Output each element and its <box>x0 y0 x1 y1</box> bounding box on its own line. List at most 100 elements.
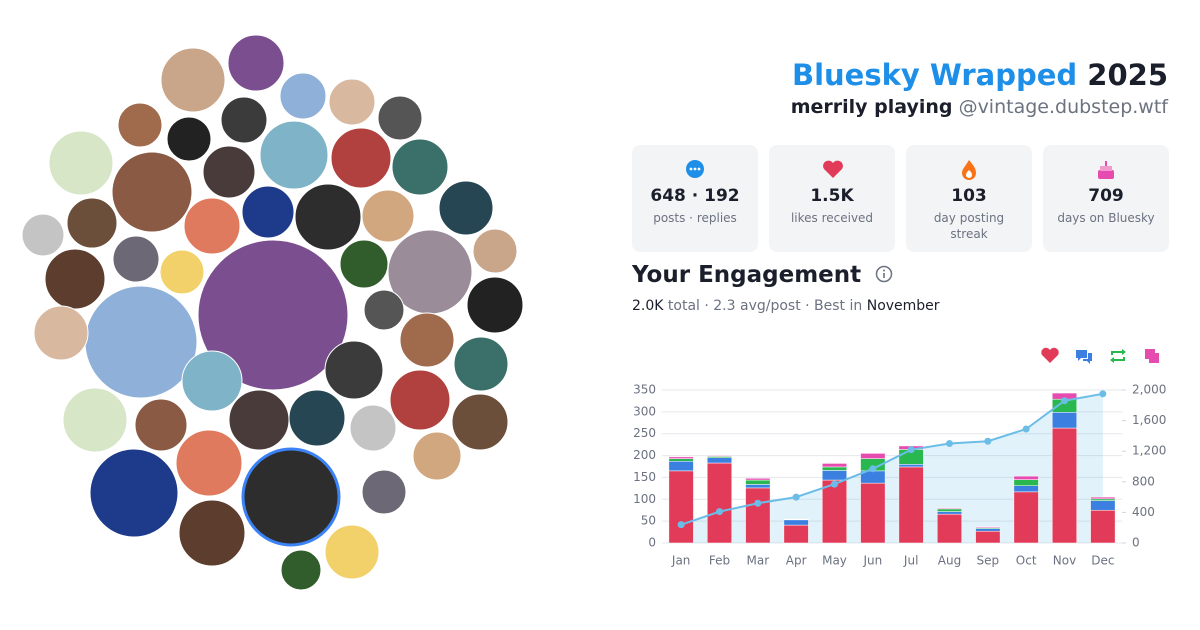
avatar <box>399 312 455 368</box>
bar-segment <box>821 479 848 544</box>
bar-segment <box>936 508 963 512</box>
avatar <box>328 78 376 126</box>
x-tick-label: Apr <box>786 554 807 568</box>
x-tick-label: Mar <box>747 554 770 568</box>
y2-tick-label: 400 <box>1132 505 1155 519</box>
bar-segment <box>668 458 694 462</box>
avatar <box>178 499 246 567</box>
profile: merrily playing @vintage.dubstep.wtf <box>791 96 1168 118</box>
icon <box>1098 161 1114 179</box>
avatar <box>181 350 243 412</box>
avatar <box>294 183 362 251</box>
avatar <box>160 47 226 113</box>
avatar <box>324 524 380 580</box>
engagement-chart: 0 50 100 150 200 250 300 350 0 400 800 1,200 1,600 2,… <box>633 347 1166 568</box>
avatar <box>363 289 405 331</box>
avatar <box>438 180 494 236</box>
bar-segment <box>745 484 771 489</box>
bar-segment <box>745 478 771 481</box>
stat-value: 648 · 192 <box>650 186 740 206</box>
bar-segment <box>1090 496 1116 500</box>
avatar <box>377 95 423 141</box>
total: 2.0K <box>632 298 664 314</box>
avatar <box>117 102 163 148</box>
stat-label: likes received <box>790 211 874 225</box>
bar-segment <box>936 511 963 515</box>
x-tick-label: Dec <box>1091 554 1114 568</box>
avatar <box>241 447 341 547</box>
avatar-cluster <box>21 34 524 591</box>
line-point <box>907 446 915 454</box>
line-point <box>1061 397 1068 405</box>
x-tick-label: Oct <box>1016 554 1037 568</box>
bar-segment <box>745 479 771 485</box>
bar-segment <box>821 463 848 468</box>
bar-segment <box>936 513 963 544</box>
legend-icon[interactable] <box>1110 349 1126 363</box>
handle: @vintage.dubstep.wtf <box>958 96 1168 118</box>
avatar <box>111 151 193 233</box>
stat-label: day posting streak <box>933 211 1005 241</box>
avatar <box>330 127 392 189</box>
line <box>680 392 1104 526</box>
bar-segment <box>783 524 809 544</box>
avatar <box>33 305 89 361</box>
x-tick-label: Jan <box>671 554 691 568</box>
avatar <box>21 213 65 257</box>
bar-segment <box>821 466 848 471</box>
legend-icon[interactable] <box>1145 349 1159 363</box>
avatar <box>89 448 179 538</box>
bar-segment <box>1051 427 1078 544</box>
legend-icon[interactable] <box>1076 350 1092 364</box>
engagement: Your Engagement 2.0K total · 2.3 avg/pos… <box>632 262 940 314</box>
bar-segment <box>706 455 733 457</box>
header: Bluesky Wrapped 2025 merrily playing @vi… <box>791 58 1168 118</box>
avatar <box>451 393 509 451</box>
x-tick-label: Sep <box>977 554 1000 568</box>
bar-segment <box>1013 491 1039 544</box>
y-tick-label: 150 <box>633 470 656 484</box>
line-point <box>869 465 877 473</box>
line-point <box>792 493 800 501</box>
icon <box>823 160 843 178</box>
avatar <box>197 239 349 391</box>
line-point <box>1099 390 1107 398</box>
bar-segment <box>898 466 924 544</box>
bar-segment <box>706 457 733 464</box>
avatar <box>220 96 268 144</box>
line-area <box>681 393 1103 543</box>
avatar <box>412 431 462 481</box>
section-title: Your Engagement <box>632 262 940 288</box>
y-tick-label: 350 <box>633 383 656 397</box>
bar-segment <box>936 507 963 510</box>
bar-segment <box>668 461 694 472</box>
avatar <box>175 429 243 497</box>
avatar <box>472 228 518 274</box>
legend-icon[interactable] <box>1041 347 1059 363</box>
avatar <box>48 130 114 196</box>
y-tick-label: 300 <box>633 404 656 418</box>
avatar <box>361 189 415 243</box>
bar-segment <box>860 453 886 459</box>
avatar <box>62 387 128 453</box>
info-icon[interactable] <box>875 265 893 283</box>
line-point <box>984 437 992 445</box>
display-name: merrily playing <box>790 96 953 118</box>
x-tick-label: Jul <box>903 554 918 568</box>
best-month: November <box>866 298 940 314</box>
x-tick-label: Aug <box>938 554 961 568</box>
bar-segment <box>1051 412 1078 429</box>
avatar <box>159 249 205 295</box>
y2-tick-label: 2,000 <box>1132 383 1166 397</box>
legend-shape <box>1076 350 1092 364</box>
stat-value: 709 <box>1088 186 1124 206</box>
avatar <box>134 398 188 452</box>
line-point <box>754 499 762 507</box>
legend-shape <box>1041 347 1059 363</box>
stat-value: 1.5K <box>810 186 854 206</box>
title: Bluesky Wrapped 2025 <box>791 58 1168 92</box>
avatar <box>339 239 389 289</box>
bar-segment <box>783 519 809 526</box>
legend-shape <box>1110 349 1126 363</box>
